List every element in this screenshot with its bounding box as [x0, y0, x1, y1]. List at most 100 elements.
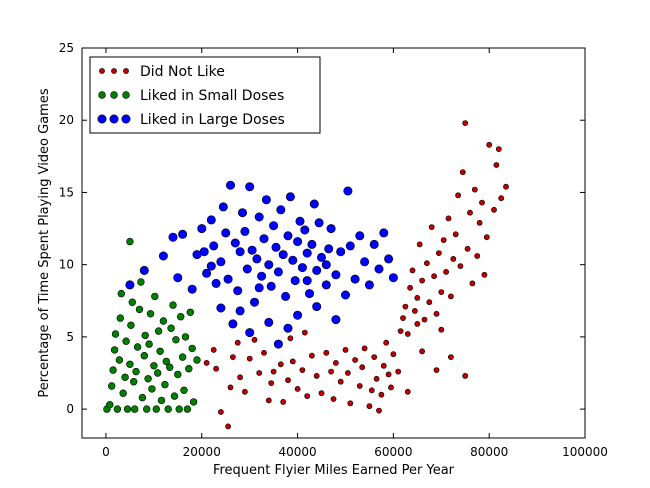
data-point — [289, 358, 296, 365]
data-point — [110, 346, 119, 354]
data-point — [235, 247, 245, 257]
data-point — [245, 182, 255, 192]
data-point — [264, 260, 274, 270]
data-point — [331, 270, 341, 280]
data-point — [240, 226, 250, 236]
legend-label: Did Not Like — [140, 64, 225, 80]
data-point — [356, 383, 363, 389]
data-point — [233, 286, 243, 296]
data-point — [128, 298, 137, 306]
data-point — [150, 362, 158, 370]
data-point — [304, 289, 314, 299]
x-tick-label: 20000 — [183, 445, 221, 459]
x-tick-label: 80000 — [470, 445, 508, 459]
data-point — [251, 336, 258, 343]
legend-label: Liked in Small Doses — [140, 88, 284, 104]
data-point — [225, 423, 231, 430]
data-point — [483, 234, 490, 241]
data-point — [321, 260, 331, 270]
x-tick-label: 100000 — [562, 445, 608, 459]
data-point — [133, 343, 142, 351]
data-point — [250, 297, 260, 307]
data-point — [455, 192, 461, 199]
data-point — [459, 169, 466, 176]
data-point — [277, 361, 284, 368]
data-point — [295, 216, 305, 226]
data-point — [294, 385, 301, 392]
data-point — [464, 245, 471, 252]
data-point — [344, 370, 351, 376]
x-tick-label: 0 — [102, 445, 110, 459]
data-point — [164, 405, 172, 413]
data-point — [278, 250, 288, 260]
data-point — [347, 400, 354, 407]
data-point — [177, 313, 185, 321]
data-point — [193, 356, 201, 364]
data-point — [113, 405, 122, 413]
data-point — [493, 162, 500, 168]
data-point — [188, 344, 196, 353]
data-point — [238, 208, 248, 218]
data-point — [152, 405, 161, 413]
data-point — [400, 315, 406, 321]
y-tick-label: 0 — [66, 402, 74, 416]
legend-marker — [121, 114, 131, 124]
data-point — [419, 277, 425, 284]
data-point — [314, 218, 324, 228]
data-point — [340, 290, 350, 300]
data-point — [217, 409, 224, 415]
data-point — [213, 365, 219, 372]
data-point — [355, 231, 365, 241]
data-point — [302, 276, 312, 286]
data-point — [252, 254, 262, 264]
data-point — [146, 310, 155, 318]
data-point — [178, 353, 187, 361]
data-point — [206, 261, 216, 271]
data-point — [324, 244, 334, 254]
x-tick-label: 40000 — [278, 445, 316, 459]
data-point — [130, 378, 138, 386]
data-point — [388, 273, 398, 283]
data-point — [221, 228, 231, 238]
data-point — [162, 357, 171, 366]
legend-marker — [98, 91, 106, 99]
data-point — [438, 326, 445, 333]
data-point — [308, 352, 315, 359]
data-point — [226, 180, 236, 190]
legend-marker — [109, 114, 119, 124]
data-point — [228, 319, 238, 329]
data-point — [223, 274, 233, 284]
data-point — [416, 241, 423, 248]
data-point — [161, 380, 169, 389]
points-layer — [103, 120, 509, 430]
data-point — [469, 280, 476, 287]
data-point — [300, 225, 310, 235]
data-point — [261, 349, 267, 356]
data-point — [467, 209, 473, 216]
data-point — [350, 274, 360, 284]
data-point — [474, 253, 481, 259]
data-point — [495, 146, 502, 152]
data-point — [312, 265, 322, 275]
data-point — [271, 242, 281, 252]
data-point — [384, 254, 394, 264]
data-point — [180, 386, 188, 394]
data-point — [218, 202, 228, 212]
data-point — [106, 401, 114, 409]
data-point — [371, 354, 378, 360]
legend-marker — [99, 68, 105, 74]
data-point — [423, 260, 430, 267]
data-point — [361, 345, 368, 352]
data-point — [266, 281, 276, 291]
data-point — [166, 363, 174, 371]
data-point — [407, 284, 413, 291]
legend: Did Not Like Liked in Small Doses Liked in… — [89, 56, 321, 134]
data-point — [151, 292, 159, 301]
data-point — [138, 393, 147, 402]
data-point — [203, 359, 210, 366]
data-point — [257, 271, 267, 281]
ticks-layer: 0 20000 40000 60000 80000 100000 0 5 10 15 20 25 — [59, 41, 608, 459]
data-point — [481, 271, 488, 278]
data-point — [126, 237, 134, 246]
data-point — [170, 392, 179, 400]
